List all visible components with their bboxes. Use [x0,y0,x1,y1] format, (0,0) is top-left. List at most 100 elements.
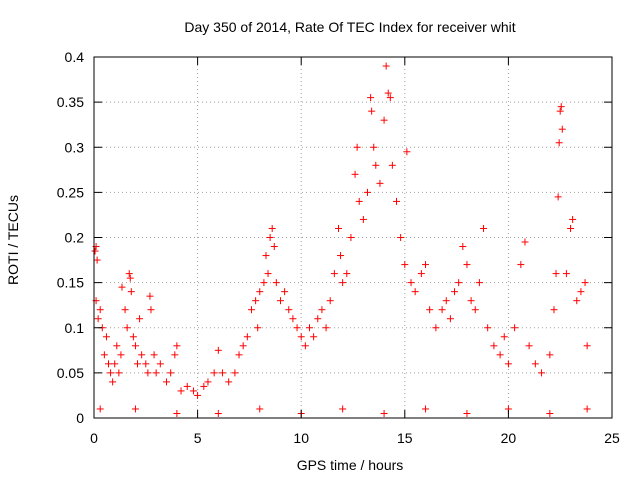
data-point [93,256,101,264]
x-tick-label: 25 [604,430,620,446]
data-point [173,409,181,417]
data-point [538,369,546,377]
data-point [134,360,142,368]
data-point [397,234,405,241]
data-point [100,351,108,359]
data-point [285,306,293,314]
data-point [569,215,577,223]
data-point [152,369,160,377]
data-point [380,409,388,417]
data-point [370,143,378,151]
data-point [393,197,401,205]
data-point [194,391,202,399]
data-point [96,405,104,413]
data-point [127,288,135,296]
data-point [96,306,104,314]
data-point [573,297,581,305]
data-point [214,409,222,417]
data-point [305,324,313,332]
data-point [173,342,181,350]
data-point [567,224,575,232]
data-point [126,274,134,282]
data-point [115,369,123,377]
data-point [177,387,185,395]
data-point [147,306,155,314]
data-point [293,324,301,332]
data-point [411,288,419,296]
data-point [189,387,197,395]
data-point [343,270,351,278]
data-point [557,103,565,111]
data-point [289,315,297,323]
data-point [490,342,498,350]
data-point [422,405,430,413]
data-point [463,409,471,417]
y-tick-label: 0.35 [57,94,84,110]
data-point [111,360,119,368]
y-tick-label: 0.3 [65,139,85,155]
data-point [322,324,330,332]
grid-lines [94,57,612,418]
data-point [318,306,326,314]
axes [93,56,613,419]
data-point [326,297,334,305]
data-points [91,62,591,417]
data-point [446,315,454,323]
data-point [102,333,110,341]
data-point [463,261,471,269]
data-point [121,306,129,314]
data-point [554,193,562,201]
data-point [247,306,255,314]
x-tick-label: 10 [293,430,309,446]
data-point [107,369,115,377]
data-point [91,247,99,255]
data-point [270,243,278,251]
data-point [401,261,409,269]
data-point [351,170,359,178]
data-point [432,324,440,332]
data-point [558,125,566,133]
data-point [334,224,342,232]
y-tick-label: 0.4 [65,49,85,65]
y-tick-label: 0.05 [57,365,84,381]
data-point [113,342,121,350]
x-tick-label: 20 [501,430,517,446]
data-point [105,360,113,368]
data-point [339,405,347,413]
data-point [455,279,463,287]
data-point [442,297,450,305]
tick-labels: 0 0.05 0.1 0.15 0.2 0.25 0.3 0.35 0.4 0 5 10 15 20 25 [57,49,620,446]
y-tick-label: 0.25 [57,184,84,200]
data-point [422,261,430,269]
data-point [218,369,226,377]
data-point [384,89,392,97]
data-point [339,279,347,287]
data-point [243,333,251,341]
data-point [380,116,388,124]
data-point [500,333,508,341]
data-point [256,405,264,413]
data-point [467,297,475,305]
data-point [214,346,222,354]
data-point [146,292,154,300]
data-point [144,369,152,377]
data-point [388,161,396,169]
data-point [581,279,589,287]
y-tick-label: 0.1 [65,320,85,336]
data-point [252,297,260,305]
data-point [525,342,533,350]
data-point [117,351,125,359]
data-point [231,369,239,377]
data-point [382,62,390,70]
data-point [552,270,560,278]
data-point [583,405,591,413]
x-axis-label: GPS time / hours [297,457,404,473]
data-point [150,351,158,359]
data-point [142,360,150,368]
data-point [353,143,361,151]
data-point [417,270,425,278]
data-point [475,279,483,287]
data-point [94,315,102,323]
data-point [517,261,525,269]
data-point [556,107,564,115]
